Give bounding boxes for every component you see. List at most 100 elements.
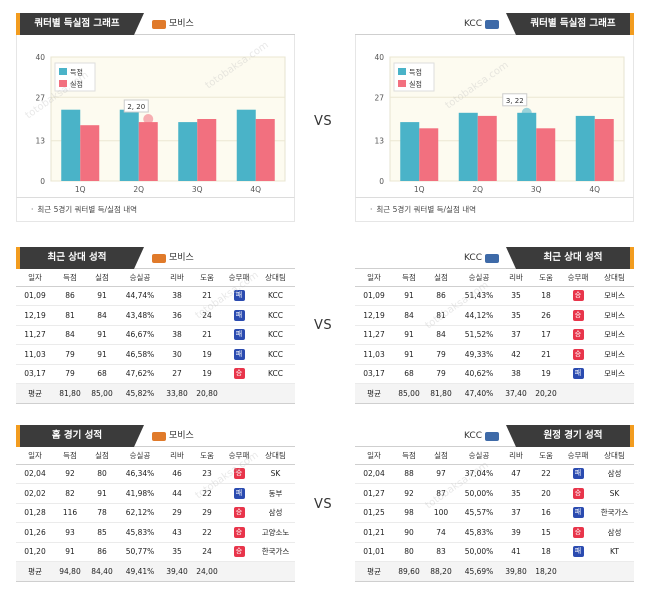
table-cell: 30 bbox=[162, 344, 192, 365]
average-row: 평균 89,60 88,20 45,69% 39,80 18,20 bbox=[355, 561, 634, 582]
table-cell: 84 bbox=[54, 325, 86, 345]
table-cell: 35 bbox=[501, 305, 531, 326]
table-cell: 35 bbox=[501, 483, 531, 504]
table-cell: 62,12% bbox=[118, 503, 162, 523]
x-tick-label: 1Q bbox=[75, 185, 86, 194]
bar-scored bbox=[119, 109, 139, 181]
left-chart-tab: 쿼터별 득실점 그래프 bbox=[16, 13, 144, 35]
table-cell: 패 bbox=[561, 464, 595, 484]
table-cell: 24 bbox=[192, 305, 222, 326]
table-cell: 46,67% bbox=[118, 325, 162, 345]
table-cell: 26 bbox=[531, 305, 561, 326]
table-cell: 패 bbox=[561, 503, 595, 523]
kcc-logo-icon bbox=[485, 431, 499, 441]
table-cell: 승 bbox=[561, 344, 595, 365]
table-cell: 패 bbox=[222, 305, 256, 326]
table-row: 03,17 68 79 40,62% 38 19 패 모비스 bbox=[355, 364, 634, 384]
table-header-row: 일자 득점 실점 승실공 리바 도움 승무패 상대팀 bbox=[355, 447, 634, 465]
table-header-row: 일자 득점 실점 승실공 리바 도움 승무패 상대팀 bbox=[16, 269, 295, 287]
table-cell: 01,25 bbox=[355, 503, 393, 523]
kcc-logo-icon bbox=[485, 19, 499, 29]
table-cell: 46,58% bbox=[118, 344, 162, 365]
table-cell: 38 bbox=[162, 325, 192, 345]
table-cell: 37 bbox=[501, 503, 531, 523]
table-row: 11,27 84 91 46,67% 38 21 패 KCC bbox=[16, 325, 295, 345]
y-tick-label: 13 bbox=[35, 137, 45, 146]
average-cell: 20,80 bbox=[192, 383, 222, 404]
table-cell: 36 bbox=[162, 305, 192, 326]
table-cell: 90 bbox=[393, 522, 425, 543]
table-row: 12,19 81 84 43,48% 36 24 패 KCC bbox=[16, 305, 295, 326]
table-cell: 80 bbox=[393, 542, 425, 562]
table-row: 01,26 93 85 45,83% 43 22 승 고양소노 bbox=[16, 522, 295, 543]
table-cell: KCC bbox=[256, 286, 295, 306]
table-cell: 승 bbox=[561, 305, 595, 326]
loss-badge: 패 bbox=[233, 348, 245, 360]
table-cell: 98 bbox=[393, 503, 425, 523]
average-cell: 39,40 bbox=[162, 561, 192, 582]
x-tick-label: 1Q bbox=[414, 185, 425, 194]
tooltip-box bbox=[502, 93, 528, 107]
table-cell: 83 bbox=[425, 542, 457, 562]
right-chart-team: KCC bbox=[464, 13, 499, 35]
table-cell: 91 bbox=[393, 286, 425, 306]
average-cell: 85,00 bbox=[86, 383, 118, 404]
loss-badge: 패 bbox=[572, 368, 584, 380]
table-cell: 승 bbox=[222, 503, 256, 523]
table-cell: 79 bbox=[54, 344, 86, 365]
table-cell: 승 bbox=[222, 542, 256, 562]
column-header: 상대팀 bbox=[256, 447, 295, 465]
win-badge: 승 bbox=[233, 526, 245, 538]
legend-swatch bbox=[398, 68, 406, 75]
table-cell: 02,04 bbox=[355, 464, 393, 484]
kcc-logo-icon bbox=[485, 253, 499, 263]
right-away-team-name: KCC bbox=[464, 431, 482, 441]
right-chart-tab: 쿼터별 득실점 그래프 bbox=[506, 13, 634, 35]
column-header: 도움 bbox=[531, 269, 561, 287]
table-cell: 01,27 bbox=[355, 483, 393, 504]
tooltip-text: 2, 20 bbox=[127, 103, 145, 111]
table-cell: KCC bbox=[256, 305, 295, 326]
table-cell: 승 bbox=[561, 522, 595, 543]
table-cell: 92 bbox=[393, 483, 425, 504]
table-cell: 46,34% bbox=[118, 464, 162, 484]
table-cell: 11,27 bbox=[16, 325, 54, 345]
left-recent-panel: 최근 상대 성적 모비스 일자 득점 실점 승실공 리바 도움 승무패 상대팀 01,09 86 9… bbox=[16, 247, 295, 404]
table-cell: 11,03 bbox=[355, 344, 393, 365]
table-cell: 116 bbox=[54, 503, 86, 523]
table-cell: 81 bbox=[425, 305, 457, 326]
left-quarter-chart: 0 13 27 40 1Q 2Q 3Q 4Q 득점 실점 2, 20 bbox=[16, 35, 295, 197]
table-cell: 22 bbox=[192, 522, 222, 543]
table-cell: 86 bbox=[425, 286, 457, 306]
win-badge: 승 bbox=[572, 487, 584, 499]
column-header: 승무패 bbox=[222, 269, 256, 287]
table-cell: 92 bbox=[54, 464, 86, 484]
win-badge: 승 bbox=[572, 526, 584, 538]
win-badge: 승 bbox=[572, 290, 584, 302]
right-recent-panel: KCC 최근 상대 성적 일자 득점 실점 승실공 리바 도움 승무패 상대팀 01,09 91 8… bbox=[355, 247, 634, 404]
column-header: 득점 bbox=[393, 269, 425, 287]
table-row: 01,09 91 86 51,43% 35 18 승 모비스 bbox=[355, 286, 634, 306]
y-tick-label: 27 bbox=[374, 93, 384, 102]
table-cell: 35 bbox=[162, 542, 192, 562]
table-cell: 22 bbox=[531, 464, 561, 484]
table-row: 11,27 91 84 51,52% 37 17 승 모비스 bbox=[355, 325, 634, 345]
left-recent-team: 모비스 bbox=[152, 247, 194, 269]
column-header: 실점 bbox=[86, 269, 118, 287]
average-cell: 94,80 bbox=[54, 561, 86, 582]
table-row: 01,27 92 87 50,00% 35 20 승 SK bbox=[355, 483, 634, 504]
table-cell: SK bbox=[595, 483, 634, 504]
table-cell: 35 bbox=[501, 286, 531, 306]
table-row: 11,03 91 79 49,33% 42 21 승 모비스 bbox=[355, 344, 634, 365]
table-cell: 79 bbox=[54, 364, 86, 384]
right-recent-tab: 최근 상대 성적 bbox=[506, 247, 634, 269]
legend-label: 득점 bbox=[70, 69, 83, 77]
left-recent-table: 일자 득점 실점 승실공 리바 도움 승무패 상대팀 01,09 86 91 44,74% 38 21 패 K… bbox=[16, 269, 295, 404]
table-cell: 79 bbox=[425, 344, 457, 365]
table-cell: 모비스 bbox=[595, 286, 634, 306]
table-cell: 41 bbox=[501, 542, 531, 562]
table-row: 02,02 82 91 41,98% 44 22 패 동부 bbox=[16, 483, 295, 504]
bar-allowed bbox=[255, 119, 275, 181]
average-cell: 81,80 bbox=[54, 383, 86, 404]
column-header: 리바 bbox=[162, 447, 192, 465]
